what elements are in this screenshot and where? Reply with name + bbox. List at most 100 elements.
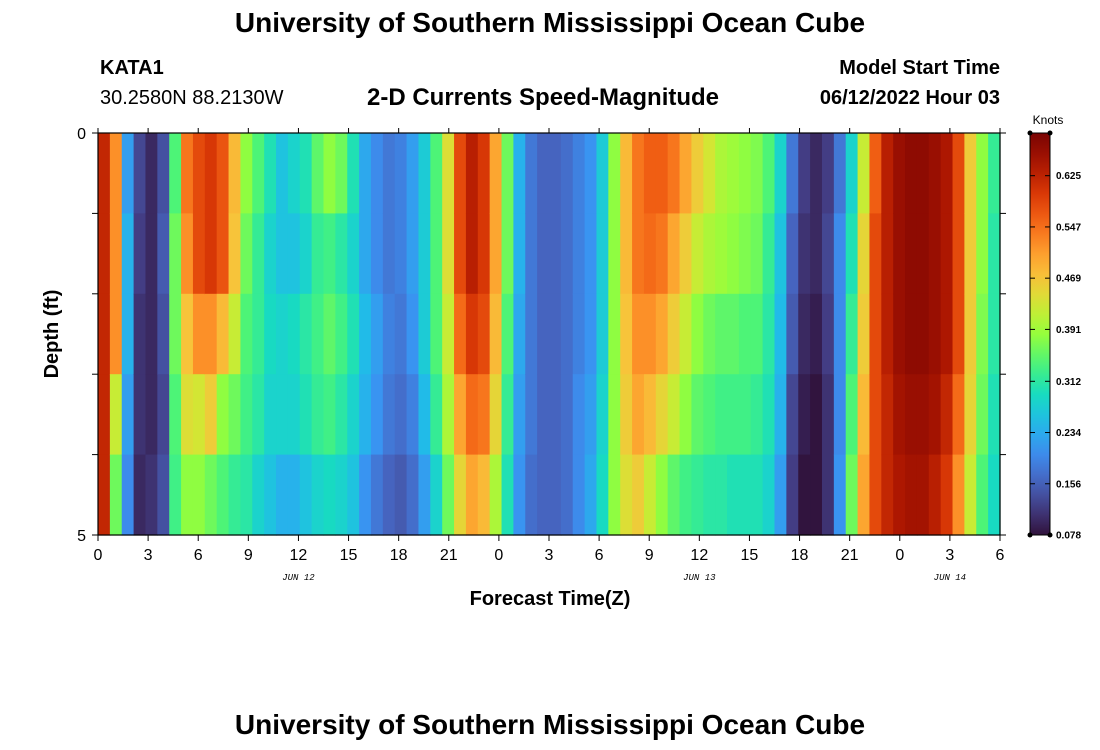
heatmap-cell	[667, 454, 681, 536]
heatmap-cell	[572, 133, 586, 214]
heatmap-cell	[181, 454, 194, 536]
heatmap-cell	[252, 454, 265, 536]
heatmap-cell	[715, 133, 728, 214]
heatmap-cell	[121, 293, 135, 375]
heatmap-cell	[738, 133, 752, 214]
heatmap-cell	[204, 374, 218, 456]
heatmap-cell	[465, 133, 479, 214]
heatmap-cell	[216, 293, 230, 375]
heatmap-cell	[608, 454, 621, 536]
heatmap-cell	[905, 454, 918, 536]
heatmap-cell	[228, 213, 242, 295]
x-tick-label: 0	[494, 547, 503, 564]
heatmap-cell	[679, 454, 693, 536]
heatmap-cell	[204, 293, 218, 375]
y-axis: 05	[77, 126, 1006, 545]
heatmap-cell	[916, 454, 930, 536]
heatmap-cell	[133, 374, 147, 456]
heatmap-cell	[643, 374, 657, 456]
heatmap-cell	[655, 293, 669, 375]
heatmap-cell	[655, 454, 669, 536]
heatmap-cell	[774, 454, 787, 536]
heatmap-cell	[691, 454, 704, 536]
heatmap-cell	[643, 293, 657, 375]
heatmap-cell	[501, 374, 514, 456]
heatmap-cell	[287, 133, 301, 214]
x-tick-label: 15	[340, 547, 358, 564]
heatmap-cell	[418, 374, 431, 456]
heatmap-cell	[786, 374, 799, 456]
heatmap-cell	[762, 454, 776, 536]
heatmap-cell	[335, 293, 348, 375]
heatmap-cell	[620, 213, 633, 295]
heatmap-cell	[359, 213, 372, 295]
heatmap-cell	[537, 454, 550, 536]
heatmap-cell	[418, 293, 431, 375]
heatmap-cell	[869, 374, 882, 456]
chart-subtitle: 2-D Currents Speed-Magnitude	[367, 84, 720, 111]
heatmap-cell	[216, 374, 230, 456]
heatmap-cell	[916, 133, 930, 214]
heatmap-cell	[287, 454, 301, 536]
heatmap-cell	[335, 133, 348, 214]
heatmap-cell	[632, 213, 645, 295]
heatmap-cell	[121, 454, 135, 536]
heatmap-cell	[311, 293, 325, 375]
heatmap-cell	[727, 293, 740, 375]
heatmap-cell	[572, 374, 586, 456]
model-start-label: Model Start Time	[839, 57, 1000, 79]
heatmap-cell	[454, 293, 467, 375]
colorbar-tick-label: 0.469	[1056, 274, 1081, 285]
heatmap-cell	[893, 374, 906, 456]
heatmap-cell	[525, 213, 538, 295]
heatmap-cell	[181, 213, 194, 295]
heatmap-cell	[549, 213, 562, 295]
heatmap-cell	[881, 133, 894, 214]
heatmap-cell	[940, 213, 954, 295]
heatmap-cell	[679, 374, 693, 456]
heatmap-cell	[430, 374, 443, 456]
heatmap-cell	[691, 133, 704, 214]
heatmap-cell	[596, 454, 609, 536]
heatmap-cell	[905, 133, 918, 214]
heatmap-cell	[810, 374, 823, 456]
heatmap-cell	[370, 133, 384, 214]
heatmap-cell	[430, 454, 443, 536]
heatmap-cell	[964, 454, 977, 536]
heatmap-cell	[691, 213, 704, 295]
heatmap-cell	[632, 133, 645, 214]
heatmap-cell	[608, 293, 621, 375]
heatmap-cell	[905, 293, 918, 375]
heatmap-cell	[738, 293, 752, 375]
heatmap-cell	[311, 454, 325, 536]
heatmap-cell	[513, 454, 526, 536]
heatmap-cell	[394, 293, 408, 375]
heatmap-cell	[845, 293, 859, 375]
x-tick-label: 0	[895, 547, 904, 564]
x-tick-label: 18	[390, 547, 408, 564]
heatmap-cell	[655, 133, 669, 214]
heatmap-cell	[430, 133, 443, 214]
heatmap-cell	[513, 133, 526, 214]
heatmap-cell	[204, 213, 218, 295]
heatmap-cell	[976, 374, 989, 456]
heatmap-cell	[264, 293, 277, 375]
heatmap-cell	[430, 213, 443, 295]
heatmap-cell	[857, 213, 871, 295]
heatmap-cell	[216, 133, 230, 214]
heatmap-cell	[833, 133, 847, 214]
heatmap-cell	[204, 133, 218, 214]
heatmap-cell	[857, 454, 871, 536]
heatmap-cell	[833, 374, 847, 456]
heatmap-cell	[786, 293, 799, 375]
heatmap-cell	[347, 293, 360, 375]
heatmap-cell	[240, 213, 253, 295]
heatmap-cell	[276, 293, 289, 375]
heatmap-cell	[145, 293, 158, 375]
heatmap-cell	[109, 454, 123, 536]
heatmap-cell	[727, 454, 740, 536]
date-label: JUN 14	[934, 573, 966, 583]
heatmap-cell	[703, 454, 716, 536]
heatmap-cell	[916, 374, 930, 456]
date-label: JUN 12	[282, 573, 315, 583]
